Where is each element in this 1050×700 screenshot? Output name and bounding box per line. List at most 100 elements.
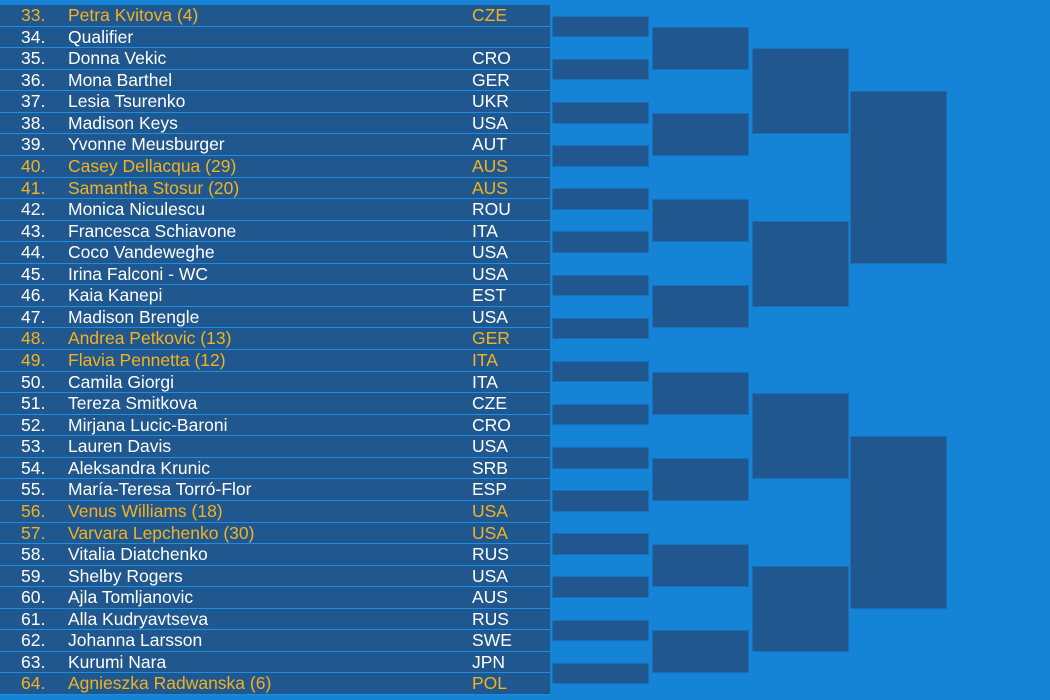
player-name: Coco Vandeweghe: [68, 242, 215, 263]
draw-row: 61. Alla Kudryavtseva RUS: [0, 609, 550, 631]
player-country: RUS: [472, 608, 509, 629]
draw-row: 56. Venus Williams (18) USA: [0, 501, 550, 523]
player-name: Ajla Tomljanovic: [68, 587, 194, 608]
bracket-match-box: [752, 48, 849, 135]
draw-position: 55.: [21, 479, 46, 500]
draw-position: 54.: [21, 457, 46, 478]
player-name: Donna Vekic: [68, 48, 167, 69]
draw-row: 33. Petra Kvitova (4) CZE: [0, 5, 550, 27]
player-name: Madison Keys: [68, 112, 178, 133]
draw-position: 46.: [21, 285, 46, 306]
draw-row: 47. Madison Brengle USA: [0, 307, 550, 329]
draw-row: 35. Donna Vekic CRO: [0, 48, 550, 70]
draw-position: 56.: [21, 500, 46, 521]
bracket-match-box: [850, 91, 947, 264]
player-country: RUS: [472, 544, 509, 565]
bracket-match-box: [752, 393, 849, 480]
player-country: AUS: [472, 155, 508, 176]
player-name: Irina Falconi - WC: [68, 263, 209, 284]
player-country: AUS: [472, 587, 508, 608]
player-name: Camila Giorgi: [68, 371, 174, 392]
bracket-match-box: [552, 447, 649, 469]
bracket-match-box: [850, 436, 947, 609]
player-name: Mirjana Lucic-Baroni: [68, 414, 228, 435]
player-name: Vitalia Diatchenko: [68, 544, 208, 565]
player-country: UKR: [472, 91, 509, 112]
draw-row: 37. Lesia Tsurenko UKR: [0, 91, 550, 113]
player-country: SWE: [472, 630, 512, 651]
bracket-match-box: [652, 544, 749, 588]
bracket-match-box: [652, 457, 749, 501]
player-name: Qualifier: [68, 26, 134, 47]
player-country: ITA: [472, 350, 498, 370]
player-country: AUT: [472, 134, 507, 155]
draw-row: 60. Ajla Tomljanovic AUS: [0, 587, 550, 609]
player-name: Tereza Smitkova: [68, 393, 198, 414]
draw-row: 50. Camila Giorgi ITA: [0, 372, 550, 394]
draw-position: 53.: [21, 436, 46, 457]
draw-position: 63.: [21, 651, 46, 672]
bracket-match-box: [552, 403, 649, 426]
player-name: Flavia Pennetta (12): [68, 350, 226, 370]
bracket-match-box: [552, 188, 649, 210]
draw-row: 46. Kaia Kanepi EST: [0, 285, 550, 307]
draw-position: 41.: [21, 177, 46, 198]
draw-position: 37.: [21, 91, 46, 112]
player-country: CRO: [472, 414, 511, 435]
draw-position: 50.: [21, 371, 46, 392]
draw-row: 43. Francesca Schiavone ITA: [0, 221, 550, 243]
player-name: Francesca Schiavone: [68, 220, 237, 241]
draw-row: 57. Varvara Lepchenko (30) USA: [0, 523, 550, 545]
draw-position: 64.: [21, 673, 46, 694]
draw-row: 49. Flavia Pennetta (12) ITA: [0, 350, 550, 372]
player-country: SRB: [472, 457, 508, 478]
draw-position: 59.: [21, 565, 46, 586]
player-name: Monica Niculescu: [68, 199, 206, 220]
player-name: Lauren Davis: [68, 436, 172, 457]
draw-row: 44. Coco Vandeweghe USA: [0, 242, 550, 264]
player-country: CRO: [472, 48, 511, 69]
draw-position: 60.: [21, 587, 46, 608]
player-country: USA: [472, 263, 508, 284]
bracket-match-box: [652, 112, 749, 156]
player-country: CZE: [472, 393, 507, 414]
player-name: Alla Kudryavtseva: [68, 608, 209, 629]
draw-row: 53. Lauren Davis USA: [0, 436, 550, 458]
draw-position: 34.: [21, 26, 46, 47]
draw-row: 48. Andrea Petkovic (13) GER: [0, 328, 550, 350]
draw-row: 34. Qualifier: [0, 27, 550, 49]
bracket-match-box: [552, 533, 649, 555]
bracket-match-box: [552, 490, 649, 512]
bracket-match-box: [752, 220, 849, 307]
player-name: Samantha Stosur (20): [68, 177, 240, 198]
player-country: USA: [472, 565, 508, 586]
bracket-match-box: [552, 662, 649, 685]
player-name: Kurumi Nara: [68, 651, 167, 672]
player-country: USA: [472, 242, 508, 263]
draw-position: 40.: [21, 155, 46, 176]
bracket-match-box: [552, 58, 649, 81]
draw-row: 42. Monica Niculescu ROU: [0, 199, 550, 221]
player-country: AUS: [472, 177, 508, 198]
player-name: María-Teresa Torró-Flor: [68, 479, 252, 500]
draw-row: 39. Yvonne Meusburger AUT: [0, 134, 550, 156]
player-country: USA: [472, 500, 508, 521]
player-name: Agnieszka Radwanska (6): [68, 673, 272, 694]
player-country: USA: [472, 522, 508, 543]
bracket-match-box: [552, 145, 649, 167]
draw-row: 51. Tereza Smitkova CZE: [0, 393, 550, 415]
player-name: Johanna Larsson: [68, 630, 203, 651]
bracket-match-box: [652, 26, 749, 70]
draw-position: 45.: [21, 263, 46, 284]
draw-row: 38. Madison Keys USA: [0, 113, 550, 135]
draw-position: 48.: [21, 328, 46, 349]
draw-row: 41. Samantha Stosur (20) AUS: [0, 178, 550, 200]
draw-row: 63. Kurumi Nara JPN: [0, 652, 550, 674]
draw-position: 51.: [21, 393, 46, 414]
player-country: USA: [472, 306, 508, 327]
bracket-match-box: [752, 565, 849, 652]
draw-row: 62. Johanna Larsson SWE: [0, 630, 550, 652]
player-country: CZE: [472, 5, 507, 25]
player-name: Madison Brengle: [68, 306, 200, 327]
draw-position: 57.: [21, 522, 46, 543]
